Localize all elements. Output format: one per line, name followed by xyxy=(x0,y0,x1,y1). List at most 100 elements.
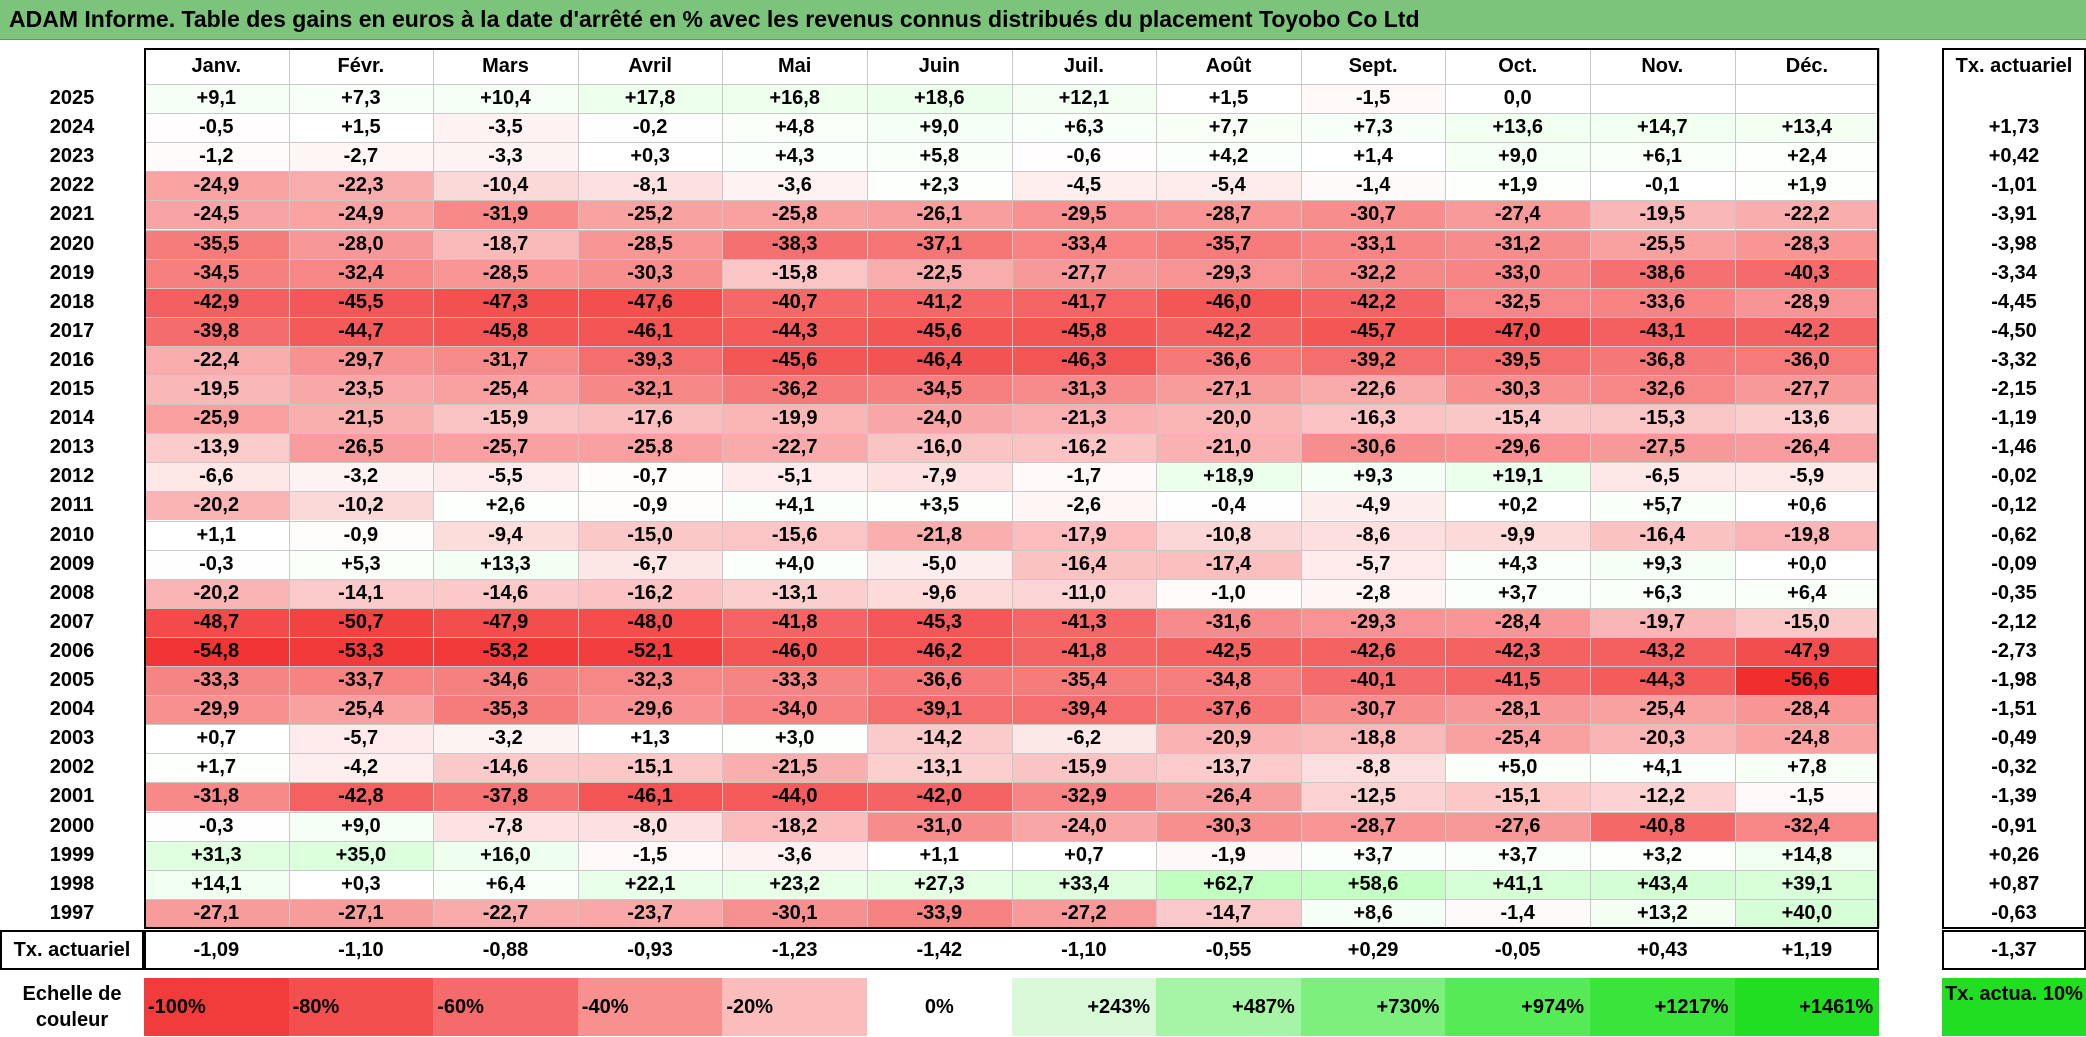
heatmap-cell: -12,5 xyxy=(1300,782,1446,812)
grid-line xyxy=(1011,48,1013,928)
heatmap-cell: +9,3 xyxy=(1300,462,1446,492)
heatmap-cell: -13,7 xyxy=(1156,753,1301,783)
heatmap-cell: -28,0 xyxy=(288,229,434,259)
heatmap-cell: -34,8 xyxy=(1156,666,1301,696)
heatmap-cell: -39,4 xyxy=(1011,695,1157,725)
heatmap-cell: -32,2 xyxy=(1300,258,1446,288)
annual-rate: +0,87 xyxy=(1988,872,2040,895)
heatmap-cell: -35,7 xyxy=(1156,229,1301,259)
heatmap-cell: -38,6 xyxy=(1590,258,1735,288)
heatmap-cell: -21,5 xyxy=(288,404,434,434)
heatmap-cell: -41,8 xyxy=(722,607,867,637)
heatmap-cell: -27,6 xyxy=(1445,811,1590,841)
heatmap-cell: -3,5 xyxy=(433,113,578,143)
heatmap-cell: +3,7 xyxy=(1445,840,1590,870)
heatmap-cell: -2,8 xyxy=(1300,578,1446,608)
year-label: 2013 xyxy=(49,436,95,459)
footer-label: Tx. actuariel xyxy=(13,939,131,961)
heatmap-cell: -44,3 xyxy=(1590,666,1735,696)
heatmap-cell: -15,9 xyxy=(433,404,578,434)
heatmap-cell: -10,8 xyxy=(1156,520,1301,550)
heatmap-cell: +13,6 xyxy=(1445,113,1590,143)
heatmap-cell xyxy=(1590,84,1735,114)
heatmap-cell: -31,6 xyxy=(1156,607,1301,637)
annual-rate xyxy=(1942,84,2086,113)
year-label: 2001 xyxy=(49,785,95,808)
color-scale-swatch: +243% xyxy=(1011,978,1157,1036)
heatmap-cell: -25,8 xyxy=(577,433,723,463)
annual-rate: -3,32 xyxy=(1991,348,2037,371)
heatmap-cell: -24,9 xyxy=(288,200,434,230)
year-label: 2008 xyxy=(49,581,95,604)
heatmap-cell: -31,2 xyxy=(1445,229,1590,259)
heatmap-cell: -7,9 xyxy=(867,462,1012,492)
heatmap-cell: -32,4 xyxy=(1734,811,1880,841)
heatmap-cell: +9,0 xyxy=(867,113,1012,143)
heatmap-cell: -25,4 xyxy=(1445,724,1590,754)
heatmap-cell: -0,2 xyxy=(577,113,723,143)
heatmap-cell: -31,3 xyxy=(1011,375,1157,405)
heatmap-cell: -27,4 xyxy=(1445,200,1590,230)
heatmap-cell: -45,8 xyxy=(433,316,578,346)
grid-line xyxy=(144,316,1880,318)
heatmap-cell: -47,3 xyxy=(433,287,578,317)
heatmap-cell: -31,0 xyxy=(867,811,1012,841)
grid-line xyxy=(144,404,1880,406)
heatmap-cell: -15,0 xyxy=(577,520,723,550)
heatmap-cell: +1,4 xyxy=(1300,142,1446,172)
heatmap-cell: +27,3 xyxy=(867,869,1012,899)
heatmap-cell: -9,6 xyxy=(867,578,1012,608)
year-label: 1997 xyxy=(49,901,95,924)
heatmap-cell: -7,8 xyxy=(433,811,578,841)
heatmap-cell: -44,0 xyxy=(722,782,867,812)
heatmap-cell: -19,7 xyxy=(1590,607,1735,637)
heatmap-cell: +14,1 xyxy=(144,869,289,899)
heatmap-cell: -42,9 xyxy=(144,287,289,317)
heatmap-cell: -28,5 xyxy=(577,229,723,259)
annual-rate: -2,15 xyxy=(1991,378,2037,400)
annual-rate: -0,63 xyxy=(1991,901,2037,924)
heatmap-cell: -22,6 xyxy=(1300,375,1446,405)
heatmap-cell: -38,3 xyxy=(722,229,867,259)
annual-rate: -0,12 xyxy=(1991,494,2037,517)
heatmap-cell: +7,3 xyxy=(288,84,434,114)
heatmap-cell: +13,3 xyxy=(433,549,578,579)
heatmap-cell: -13,1 xyxy=(722,578,867,608)
heatmap-cell: -0,9 xyxy=(577,491,723,521)
month-header: Nov. xyxy=(1641,55,1684,77)
heatmap-cell: -33,6 xyxy=(1590,287,1735,317)
heatmap-cell: +1,5 xyxy=(1156,84,1301,114)
heatmap-cell: -35,4 xyxy=(1011,666,1157,696)
year-label: 2009 xyxy=(49,552,95,575)
heatmap-cell: -1,5 xyxy=(577,840,723,870)
heatmap-cell: -15,6 xyxy=(722,520,867,550)
heatmap-cell: -25,9 xyxy=(144,404,289,434)
heatmap-cell: -34,6 xyxy=(433,666,578,696)
heatmap-cell: -19,9 xyxy=(722,404,867,434)
heatmap-cell: -39,8 xyxy=(144,316,289,346)
heatmap-cell: -28,9 xyxy=(1734,287,1880,317)
heatmap-cell: +2,6 xyxy=(433,491,578,521)
color-scale-swatch: +1217% xyxy=(1590,978,1735,1036)
heatmap-cell: -25,4 xyxy=(288,695,434,725)
heatmap-cell: -35,5 xyxy=(144,229,289,259)
heatmap-cell: -16,0 xyxy=(867,433,1012,463)
heatmap-cell: +13,2 xyxy=(1590,898,1735,928)
heatmap-cell: -1,5 xyxy=(1734,782,1880,812)
heatmap-cell: -41,3 xyxy=(1011,607,1157,637)
heatmap-cell: -37,8 xyxy=(433,782,578,812)
grid-line xyxy=(144,84,1880,85)
heatmap-cell: -32,4 xyxy=(288,258,434,288)
grid-line xyxy=(144,491,1880,493)
heatmap-cell: +0,7 xyxy=(144,724,289,754)
heatmap-cell: +0,3 xyxy=(288,869,434,899)
heatmap-cell: -29,6 xyxy=(1445,433,1590,463)
heatmap-cell: -29,5 xyxy=(1011,200,1157,230)
heatmap-cell: -47,9 xyxy=(433,607,578,637)
heatmap-cell: -0,3 xyxy=(144,549,289,579)
footer-value: +1,19 xyxy=(1781,939,1833,961)
grid-line xyxy=(144,666,1880,667)
heatmap-cell: -27,1 xyxy=(144,898,289,928)
heatmap-cell: -30,6 xyxy=(1300,433,1446,463)
heatmap-cell: -14,1 xyxy=(288,578,434,608)
